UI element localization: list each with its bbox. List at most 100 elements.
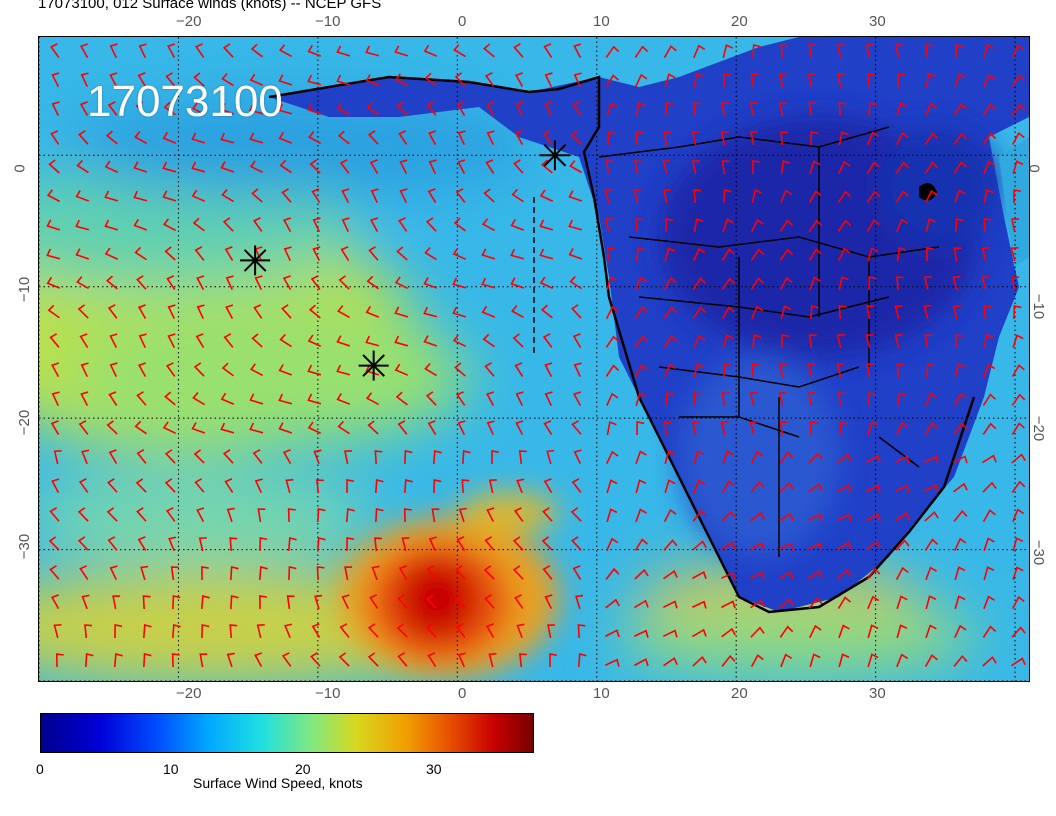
wind-barb	[365, 45, 380, 57]
wind-barb	[924, 334, 933, 349]
wind-barb	[982, 73, 996, 88]
wind-barb	[778, 542, 794, 551]
wind-barb	[721, 392, 730, 407]
wind-barb	[924, 422, 938, 435]
wind-barb	[808, 248, 823, 261]
wind-barb	[137, 536, 147, 551]
wind-barb	[924, 132, 939, 145]
wind-barb	[544, 362, 553, 378]
wind-barb	[721, 160, 730, 175]
wind-barb	[196, 275, 205, 291]
wind-barb	[837, 541, 852, 551]
wind-barb	[1012, 537, 1024, 552]
wind-barb	[866, 73, 875, 88]
wind-barb	[337, 130, 350, 145]
wind-barb	[952, 455, 968, 464]
wind-barb	[573, 43, 582, 59]
wind-barb	[810, 131, 819, 146]
wind-barb	[395, 391, 408, 406]
wind-barb	[425, 623, 437, 638]
wind-barb	[336, 393, 351, 405]
wind-barb	[455, 623, 466, 638]
wind-barb	[104, 160, 119, 173]
wind-barb	[315, 479, 324, 494]
wind-barb	[397, 652, 408, 667]
wind-barb	[307, 334, 322, 347]
wind-barb	[457, 420, 466, 436]
wind-barb	[750, 73, 759, 88]
wind-barb	[195, 43, 205, 58]
wind-barb	[837, 247, 851, 262]
wind-barb	[337, 420, 350, 435]
wind-barb	[196, 507, 205, 523]
wind-barb	[167, 304, 176, 320]
star-marker-1[interactable]	[539, 140, 570, 171]
wind-barb	[112, 595, 121, 610]
wind-barb	[867, 653, 879, 668]
wind-barb	[953, 132, 968, 145]
wind-barb	[925, 566, 937, 581]
wind-barb	[199, 653, 208, 668]
wind-barb	[278, 131, 293, 144]
wind-barb	[605, 160, 614, 175]
wind-barb	[425, 391, 437, 406]
wind-barb	[1012, 508, 1025, 523]
wind-barb	[394, 276, 409, 290]
wind-barb	[282, 275, 292, 290]
wind-barb	[779, 276, 793, 291]
wind-barb	[895, 512, 910, 522]
wind-barb	[571, 420, 582, 435]
wind-barb	[104, 247, 119, 260]
wind-barb	[278, 74, 293, 86]
wind-barb	[750, 218, 764, 233]
star-marker-2[interactable]	[240, 245, 271, 276]
wind-barb	[50, 130, 60, 145]
wind-barb	[307, 103, 322, 115]
wind-barb	[428, 536, 437, 552]
wind-barb	[692, 306, 707, 319]
wind-barb	[539, 189, 554, 202]
wind-barb	[516, 478, 525, 494]
wind-barb	[604, 629, 620, 638]
wind-barb	[140, 565, 149, 581]
wind-barb	[135, 478, 147, 493]
map-frame[interactable]: 17073100	[38, 36, 1030, 682]
wind-barb	[750, 277, 765, 290]
wind-barb	[546, 449, 555, 465]
wind-barb	[722, 334, 734, 349]
wind-barb	[808, 483, 823, 493]
wind-barb	[344, 450, 353, 465]
wind-barb	[404, 450, 413, 465]
wind-barb	[721, 541, 736, 551]
wind-barb	[543, 478, 553, 493]
wind-barb	[170, 566, 179, 581]
wind-barb	[693, 479, 706, 494]
wind-barb	[663, 306, 678, 319]
wind-barb	[424, 363, 437, 377]
wind-barb	[691, 130, 700, 146]
wind-barb	[750, 599, 765, 609]
wind-barb	[693, 189, 702, 204]
wind-barb	[867, 247, 879, 262]
wind-barb	[925, 363, 935, 378]
wind-barb	[663, 508, 677, 523]
wind-map[interactable]	[39, 37, 1029, 681]
wind-barb	[1011, 480, 1026, 493]
wind-barb	[455, 188, 466, 203]
wind-barb	[896, 392, 907, 407]
star-marker-3[interactable]	[358, 350, 389, 381]
wind-barb	[925, 73, 936, 88]
wind-barb	[367, 623, 379, 638]
wind-barb	[367, 652, 379, 667]
wind-barb	[134, 420, 147, 435]
wind-barb	[109, 565, 118, 581]
wind-barb	[165, 362, 176, 377]
wind-barb	[251, 188, 263, 203]
wind-barb	[780, 653, 793, 668]
wind-barb	[133, 190, 148, 202]
wind-barb	[867, 102, 877, 117]
wind-barb	[162, 218, 177, 232]
wind-barb	[345, 508, 355, 523]
wind-barb	[952, 275, 961, 291]
wind-barb	[136, 275, 147, 290]
